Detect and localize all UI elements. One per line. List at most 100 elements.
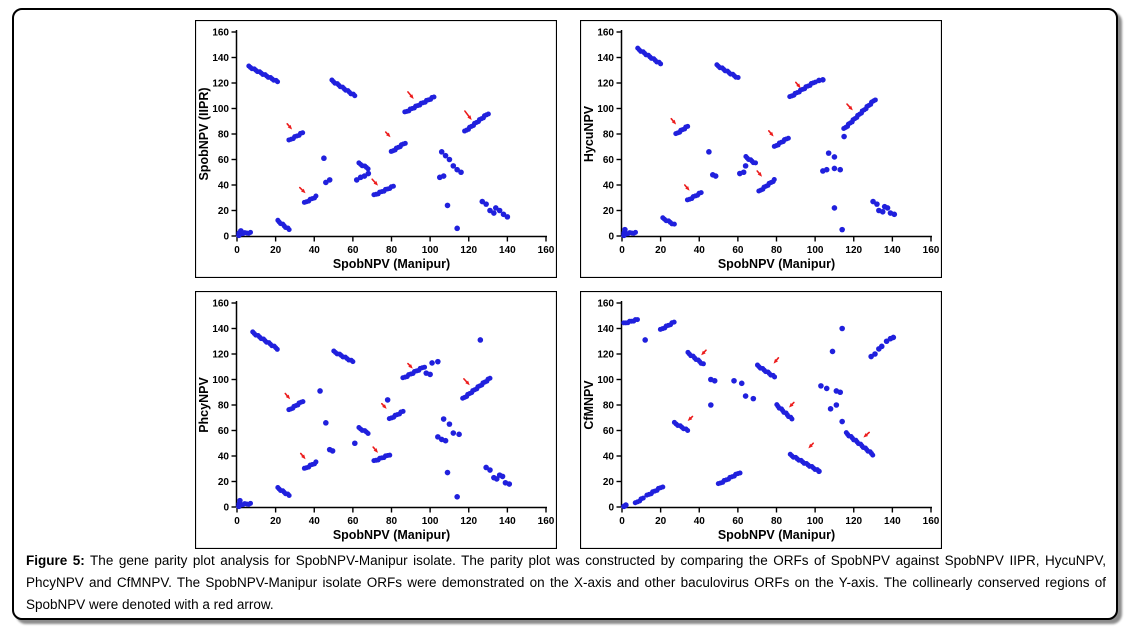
y-tick-label: 140 — [212, 324, 229, 335]
orf-dot — [384, 397, 391, 403]
x-tick-label: 100 — [807, 516, 824, 527]
orf-dot — [444, 469, 451, 476]
orf-dot-run — [671, 221, 677, 227]
y-tick-label: 20 — [603, 206, 615, 217]
conserved-region-arrow-head — [285, 394, 291, 400]
orf-dot — [427, 371, 433, 378]
orf-dot — [890, 334, 897, 341]
y-axis-title: PhcyNPV — [197, 377, 211, 433]
orf-dot — [493, 476, 500, 482]
conserved-region-arrow-head — [863, 433, 869, 438]
x-tick-label: 100 — [807, 245, 824, 256]
orf-dot — [878, 343, 885, 350]
x-tick-label: 100 — [422, 245, 439, 256]
orf-dot-run — [685, 123, 691, 129]
orf-dot — [820, 77, 826, 83]
orf-dot — [442, 152, 449, 159]
orf-dot — [504, 214, 511, 220]
orf-dot — [477, 337, 484, 343]
orf-dot — [837, 166, 844, 173]
plot-frame — [195, 291, 557, 549]
y-tick-label: 160 — [597, 299, 614, 310]
parity-plot-spobnpv-iipr: 0 20 40 60 80 100 120 140 160 0 20 40 60 80 100 120 140 1… — [195, 20, 557, 278]
orf-dot-run — [640, 495, 646, 501]
x-tick-label: 140 — [499, 245, 516, 256]
conserved-region-arrow-head — [796, 83, 801, 89]
plot-frame — [195, 20, 557, 278]
y-tick-label: 120 — [212, 79, 229, 90]
orf-dot — [827, 406, 834, 412]
y-tick-label: 60 — [218, 155, 230, 166]
orf-dot — [446, 421, 453, 427]
orf-dot — [435, 358, 441, 365]
x-axis-title: SpobNPV (Manipur) — [333, 257, 450, 271]
orf-dot — [891, 211, 898, 218]
plot-canvas-spobnpv-iipr: 0 20 40 60 80 100 120 140 160 0 20 40 60 80 100 120 140 1… — [195, 20, 557, 278]
orf-dot — [438, 149, 445, 155]
orf-dot — [622, 226, 628, 233]
conserved-region-arrow-head — [373, 448, 378, 453]
figure-caption-text: The gene parity plot analysis for SpobNP… — [26, 553, 1106, 612]
orf-dot — [450, 430, 457, 436]
y-tick-label: 0 — [608, 503, 614, 514]
parity-plot-cfmnpv: 0 20 40 60 80 100 120 140 160 0 20 40 60 80 100 120 140 1… — [580, 291, 942, 549]
orf-dot — [825, 150, 832, 156]
plot-canvas-hycunpv: 0 20 40 60 80 100 120 140 160 0 20 40 60 80 100 120 140 1… — [580, 20, 942, 278]
orf-dot — [831, 205, 838, 211]
conserved-region-arrow-head — [386, 132, 391, 138]
orf-dot — [742, 163, 749, 169]
orf-dot-run — [632, 229, 638, 235]
orf-dot — [839, 325, 845, 332]
orf-dot-run — [247, 500, 253, 506]
y-tick-label: 80 — [218, 401, 230, 412]
conserved-region-arrow-head — [757, 172, 763, 177]
y-tick-label: 20 — [603, 477, 615, 488]
x-tick-label: 0 — [234, 245, 240, 256]
orf-dot — [740, 169, 747, 176]
y-axis-title: CfMNPV — [582, 380, 596, 430]
x-tick-label: 140 — [499, 516, 516, 527]
x-tick-label: 0 — [619, 245, 625, 256]
x-tick-label: 140 — [884, 516, 901, 527]
y-tick-label: 160 — [212, 299, 229, 310]
y-tick-label: 140 — [212, 53, 229, 64]
x-tick-label: 80 — [771, 245, 783, 256]
x-axis-title: SpobNPV (Manipur) — [333, 528, 450, 542]
orf-dot-run — [737, 470, 743, 476]
orf-dot — [317, 388, 323, 394]
orf-dot-run — [431, 94, 437, 100]
conserved-region-arrow-head — [808, 443, 813, 449]
y-tick-label: 20 — [218, 206, 230, 217]
conserved-region-arrow-head — [409, 94, 414, 99]
orf-dot — [238, 228, 244, 234]
x-tick-label: 40 — [694, 245, 706, 256]
conserved-region-arrow-head — [685, 186, 690, 191]
orf-dot — [365, 170, 372, 177]
orf-dot — [711, 377, 718, 384]
orf-dot — [879, 208, 886, 215]
orf-dot — [831, 154, 838, 160]
orf-dot-run — [771, 176, 777, 182]
orf-dot-run — [789, 416, 795, 422]
x-tick-label: 80 — [386, 245, 398, 256]
x-tick-label: 60 — [732, 245, 744, 256]
y-tick-label: 40 — [218, 452, 230, 463]
x-tick-label: 20 — [270, 516, 282, 527]
orf-dot — [352, 440, 358, 447]
conserved-region-arrow-head — [687, 416, 693, 421]
orf-dot-run — [487, 375, 493, 381]
y-tick-label: 100 — [212, 375, 229, 386]
orf-dot — [818, 383, 824, 389]
y-tick-label: 80 — [603, 130, 615, 141]
orf-dot — [454, 225, 460, 232]
conserved-region-arrow-head — [671, 119, 677, 125]
y-tick-label: 160 — [212, 28, 229, 39]
orf-dot-run — [300, 399, 306, 405]
orf-dot-run — [286, 227, 292, 233]
orf-dot — [884, 205, 891, 211]
orf-dot — [429, 360, 435, 366]
x-tick-label: 40 — [309, 245, 321, 256]
orf-dot — [236, 232, 242, 239]
orf-dot-run — [485, 111, 491, 117]
orf-dot — [837, 389, 844, 396]
